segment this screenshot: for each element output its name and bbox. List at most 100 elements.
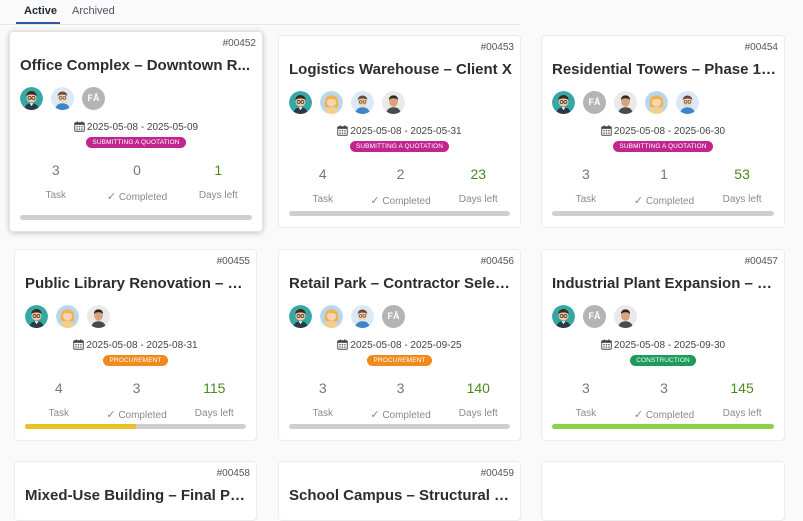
project-title[interactable]: School Campus – Structural W... <box>289 487 512 504</box>
project-title[interactable]: Office Complex – Downtown R... <box>20 57 251 74</box>
project-id: #00454 <box>744 42 778 53</box>
task-stat: 4 Task <box>283 166 363 205</box>
avatar-man-glasses-icon[interactable] <box>552 91 575 114</box>
avatar-woman-blonde-icon[interactable] <box>645 91 668 114</box>
avatar-man-glasses-icon[interactable] <box>552 305 575 328</box>
completed-count: 0 <box>133 162 141 178</box>
avatar-woman-blonde-icon[interactable] <box>56 305 79 328</box>
checkmark-icon: ✓ <box>106 191 117 203</box>
project-stats: 3 Task 1 ✓ Completed 53 Days left <box>542 166 784 207</box>
avatar-man-blue-icon[interactable] <box>676 91 699 114</box>
progress-bar <box>20 215 252 220</box>
completed-stat: 2 ✓ Completed <box>361 166 441 207</box>
avatar-man-blue-icon[interactable] <box>351 305 374 328</box>
days-left-label: Days left <box>458 194 498 205</box>
progress-bar <box>289 424 510 429</box>
task-stat: 3 Task <box>546 380 626 419</box>
completed-label: Completed <box>645 196 695 207</box>
progress-bar <box>552 211 774 216</box>
completed-label: Completed <box>118 410 167 421</box>
checkmark-icon: ✓ <box>106 409 116 421</box>
project-stats: 3 Task 3 ✓ Completed 145 Days left <box>542 380 784 421</box>
project-id: #00456 <box>480 256 514 267</box>
days-left-count: 53 <box>734 166 750 182</box>
task-label: Task <box>48 408 70 419</box>
progress-fill <box>552 424 774 429</box>
calendar-icon <box>601 339 614 351</box>
task-stat: 3 Task <box>16 162 96 201</box>
avatar-photo-man-icon[interactable] <box>614 91 637 114</box>
avatar-man-glasses-icon[interactable] <box>289 305 312 328</box>
avatar-man-blue-icon[interactable] <box>51 87 74 110</box>
checkmark-icon: ✓ <box>370 409 380 421</box>
checkmark-icon: ✓ <box>633 195 644 207</box>
project-card[interactable]: #00457 Industrial Plant Expansion – O... F… <box>541 249 785 441</box>
project-card[interactable]: #00456 Retail Park – Contractor Selecti..… <box>278 249 521 441</box>
avatar-man-glasses-icon[interactable] <box>25 305 48 328</box>
avatar-photo-man-icon[interactable] <box>382 91 405 114</box>
date-range-text: 2025-05-08 - 2025-09-30 <box>613 340 726 351</box>
task-count: 3 <box>318 380 327 396</box>
avatar-photo-man-icon[interactable] <box>614 305 637 328</box>
project-card[interactable]: #00458 Mixed-Use Building – Final Ph... <box>14 461 257 521</box>
calendar-icon <box>74 121 87 133</box>
project-title[interactable]: Public Library Renovation – Eq... <box>25 275 248 292</box>
task-count: 3 <box>582 166 590 182</box>
project-title[interactable]: Logistics Warehouse – Client X <box>289 61 512 78</box>
avatar-woman-blonde-icon[interactable] <box>320 91 343 114</box>
date-range-text: 2025-05-08 - 2025-06-30 <box>613 126 726 137</box>
avatar-initials[interactable]: FÅ <box>583 305 606 328</box>
active-tab-indicator <box>16 22 60 24</box>
avatar-photo-man-icon[interactable] <box>87 305 110 328</box>
task-count: 4 <box>318 166 327 182</box>
completed-count: 1 <box>660 166 668 182</box>
task-label: Task <box>575 194 597 205</box>
project-card[interactable]: #00455 Public Library Renovation – Eq... 2… <box>14 249 257 441</box>
tab-divider <box>0 24 520 25</box>
avatar-initials[interactable]: FÅ <box>382 305 405 328</box>
status-badge: SUBMITTING A QUOTATION <box>86 137 186 148</box>
project-title[interactable]: Residential Towers – Phase 1 P... <box>552 61 776 78</box>
completed-count: 2 <box>396 166 405 182</box>
avatar-man-blue-icon[interactable] <box>351 91 374 114</box>
status-badge: CONSTRUCTION <box>630 355 696 366</box>
date-range: 2025-05-08 - 2025-05-31 <box>279 125 520 137</box>
completed-label: Completed <box>118 192 168 203</box>
project-title[interactable]: Mixed-Use Building – Final Ph... <box>25 487 248 504</box>
calendar-icon <box>601 125 614 137</box>
days-left-count: 23 <box>470 166 487 182</box>
date-range: 2025-05-08 - 2025-09-25 <box>279 339 520 351</box>
completed-count: 3 <box>396 380 405 396</box>
task-label: Task <box>45 190 66 201</box>
days-left-label: Days left <box>458 408 498 419</box>
progress-fill <box>25 424 136 429</box>
project-card[interactable]: #00452 Office Complex – Downtown R... FÅ 20… <box>9 31 263 232</box>
status-badge: SUBMITTING A QUOTATION <box>613 141 713 152</box>
completed-stat: 1 ✓ Completed <box>624 166 704 207</box>
project-stats: 4 Task 3 ✓ Completed 115 Days left <box>15 380 256 421</box>
tab-archived[interactable]: Archived <box>72 5 115 17</box>
days-left-stat: 140 Days left <box>438 380 518 419</box>
avatar-initials[interactable]: FÅ <box>82 87 105 110</box>
project-title[interactable]: Retail Park – Contractor Selecti... <box>289 275 512 292</box>
avatar-initials[interactable]: FÅ <box>583 91 606 114</box>
project-card[interactable]: #00459 School Campus – Structural W... <box>278 461 521 521</box>
calendar-icon <box>337 339 350 351</box>
project-card[interactable]: #00453 Logistics Warehouse – Client X 2025… <box>278 35 521 228</box>
project-stats: 3 Task 0 ✓ Completed 1 Days left <box>10 162 262 203</box>
project-id: #00459 <box>480 468 514 479</box>
completed-label: Completed <box>382 410 431 421</box>
avatar-man-glasses-icon[interactable] <box>20 87 43 110</box>
date-range: 2025-05-08 - 2025-06-30 <box>542 125 784 137</box>
completed-count: 3 <box>660 380 668 396</box>
date-range-text: 2025-05-08 - 2025-05-09 <box>86 122 199 133</box>
project-id: #00453 <box>480 42 514 53</box>
project-id: #00457 <box>744 256 778 267</box>
project-card[interactable]: #00454 Residential Towers – Phase 1 P... F… <box>541 35 785 228</box>
project-id: #00452 <box>222 38 256 49</box>
avatar-man-glasses-icon[interactable] <box>289 91 312 114</box>
project-title[interactable]: Industrial Plant Expansion – O... <box>552 275 776 292</box>
tab-active[interactable]: Active <box>24 5 58 17</box>
days-left-stat: 23 Days left <box>438 166 518 205</box>
avatar-woman-blonde-icon[interactable] <box>320 305 343 328</box>
